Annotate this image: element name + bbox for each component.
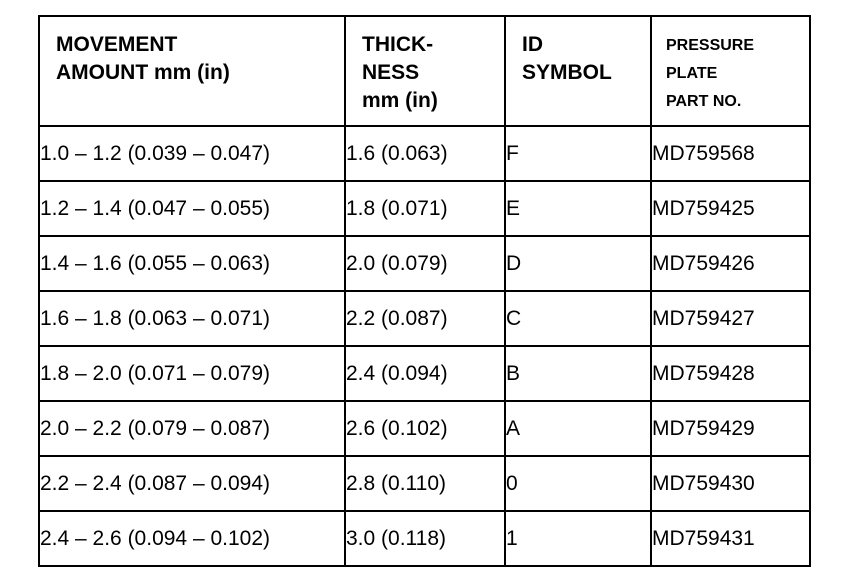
cell-part-number: MD759428: [650, 345, 811, 402]
cell-id-symbol: 1: [504, 510, 652, 567]
cell-id-symbol: F: [504, 125, 652, 182]
cell-id-symbol: E: [504, 180, 652, 237]
cell-part-number: MD759427: [650, 290, 811, 347]
cell-id-symbol: B: [504, 345, 652, 402]
cell-movement-amount: 2.4 – 2.6 (0.094 – 0.102): [38, 510, 346, 567]
table-row: 1.8 – 2.0 (0.071 – 0.079) 2.4 (0.094) B …: [38, 345, 811, 402]
cell-part-number: MD759430: [650, 455, 811, 512]
cell-movement-amount: 1.2 – 1.4 (0.047 – 0.055): [38, 180, 346, 237]
cell-thickness: 1.8 (0.071): [344, 180, 506, 237]
cell-movement-amount: 1.4 – 1.6 (0.055 – 0.063): [38, 235, 346, 292]
table-row: 1.6 – 1.8 (0.063 – 0.071) 2.2 (0.087) C …: [38, 290, 811, 347]
table-row: 2.2 – 2.4 (0.087 – 0.094) 2.8 (0.110) 0 …: [38, 455, 811, 512]
cell-part-number: MD759429: [650, 400, 811, 457]
header-id-symbol: ID SYMBOL: [504, 15, 652, 127]
header-label: PRESSURE PLATE PART NO.: [666, 37, 755, 110]
table-row: 1.4 – 1.6 (0.055 – 0.063) 2.0 (0.079) D …: [38, 235, 811, 292]
cell-part-number: MD759426: [650, 235, 811, 292]
cell-thickness: 2.0 (0.079): [344, 235, 506, 292]
header-label: THICK- NESS mm (in): [362, 33, 438, 112]
cell-movement-amount: 1.8 – 2.0 (0.071 – 0.079): [38, 345, 346, 402]
header-label: MOVEMENT AMOUNT mm (in): [56, 33, 230, 84]
table-header-row: MOVEMENT AMOUNT mm (in) THICK- NESS mm (…: [38, 15, 811, 127]
cell-movement-amount: 1.0 – 1.2 (0.039 – 0.047): [38, 125, 346, 182]
header-thickness: THICK- NESS mm (in): [344, 15, 506, 127]
cell-movement-amount: 2.2 – 2.4 (0.087 – 0.094): [38, 455, 346, 512]
table-row: 2.0 – 2.2 (0.079 – 0.087) 2.6 (0.102) A …: [38, 400, 811, 457]
header-part-number: PRESSURE PLATE PART NO.: [650, 15, 811, 127]
cell-id-symbol: A: [504, 400, 652, 457]
cell-thickness: 2.4 (0.094): [344, 345, 506, 402]
cell-id-symbol: D: [504, 235, 652, 292]
cell-thickness: 3.0 (0.118): [344, 510, 506, 567]
header-label: ID SYMBOL: [522, 33, 612, 84]
cell-thickness: 2.2 (0.087): [344, 290, 506, 347]
table-row: 2.4 – 2.6 (0.094 – 0.102) 3.0 (0.118) 1 …: [38, 510, 811, 567]
cell-thickness: 2.6 (0.102): [344, 400, 506, 457]
table-row: 1.2 – 1.4 (0.047 – 0.055) 1.8 (0.071) E …: [38, 180, 811, 237]
cell-id-symbol: 0: [504, 455, 652, 512]
header-movement-amount: MOVEMENT AMOUNT mm (in): [38, 15, 346, 127]
table-row: 1.0 – 1.2 (0.039 – 0.047) 1.6 (0.063) F …: [38, 125, 811, 182]
cell-movement-amount: 2.0 – 2.2 (0.079 – 0.087): [38, 400, 346, 457]
cell-movement-amount: 1.6 – 1.8 (0.063 – 0.071): [38, 290, 346, 347]
cell-id-symbol: C: [504, 290, 652, 347]
cell-part-number: MD759431: [650, 510, 811, 567]
cell-part-number: MD759425: [650, 180, 811, 237]
pressure-plate-spec-table: MOVEMENT AMOUNT mm (in) THICK- NESS mm (…: [38, 15, 811, 567]
cell-thickness: 2.8 (0.110): [344, 455, 506, 512]
cell-part-number: MD759568: [650, 125, 811, 182]
cell-thickness: 1.6 (0.063): [344, 125, 506, 182]
